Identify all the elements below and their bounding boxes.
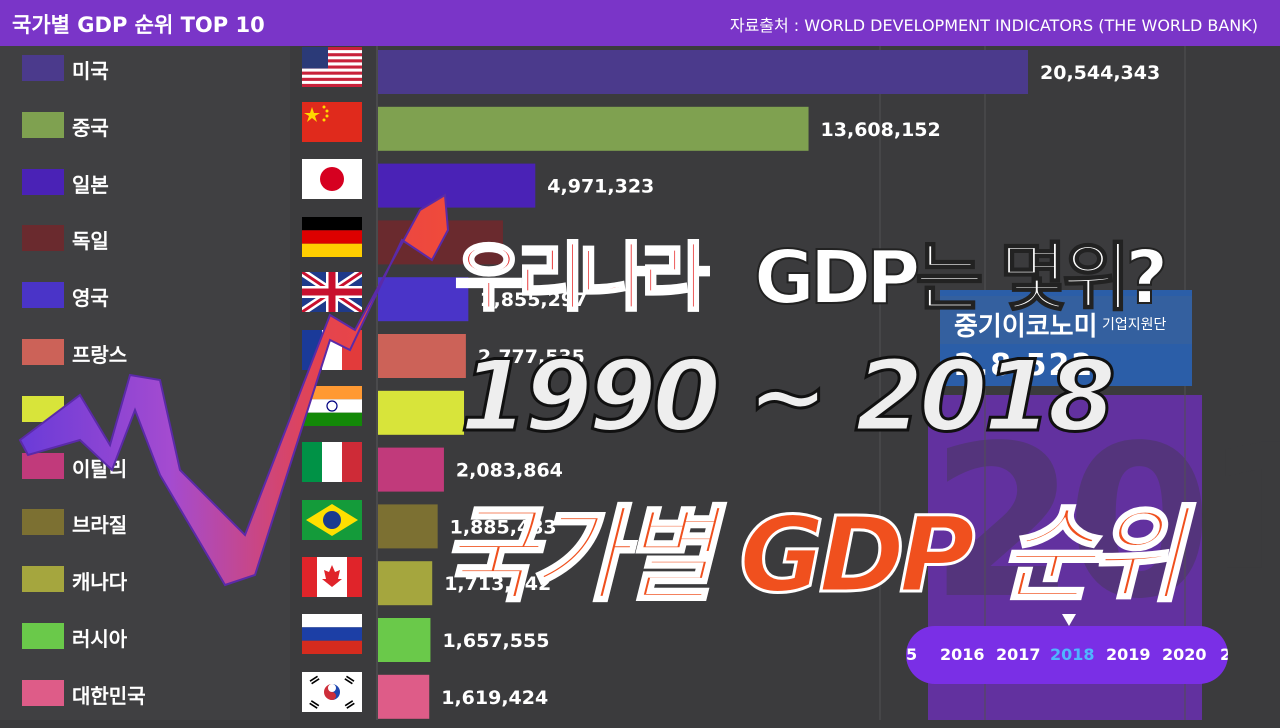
bar [378,334,466,378]
bar-value-label: 1,657,555 [442,630,549,652]
uk-flag-icon [302,272,362,312]
legend-swatch [22,679,64,706]
bar-value-label: 1,885,483 [450,516,557,538]
legend-item: 이탈리 [0,445,290,501]
legend-label: 캐나다 [72,570,128,595]
legend-label: 영국 [72,286,109,311]
legend-label: 대한민국 [72,683,146,708]
legend-label: 중국 [72,115,109,140]
bar-value-label: 2,083,864 [456,460,563,482]
year-background-label: 2018 [930,400,1280,645]
bar [378,504,438,549]
korea-flag-icon [302,672,362,712]
timeline-year[interactable]: 2016 [940,645,985,664]
badge-name: 중기이코노미 [954,312,1098,342]
legend-item: 독일 [0,217,290,273]
badge-subtitle: 기업지원단 [1102,317,1167,333]
italy-flag-icon [302,442,362,482]
legend-label: 미국 [72,59,109,83]
bar [378,618,431,662]
legend-label: 브라질 [72,513,128,538]
canada-flag-icon [302,557,362,597]
legend-swatch [22,623,64,649]
china-flag-icon [302,102,362,142]
chart-title: 국가별 GDP 순위 TOP 10 [12,13,265,37]
headline-red: 우리나라 [453,234,710,323]
legend-swatch [22,111,64,138]
headline-white: GDP는 몇위? [753,234,1169,322]
germany-flag-icon [302,217,362,257]
russia-flag-icon [302,614,362,654]
legend-swatch [22,168,64,195]
bar [378,561,433,606]
legend-swatch [22,282,64,309]
badge-number: 2.8 522 [954,348,1095,383]
timeline-marker-icon [1062,614,1076,626]
legend-item: 영국 [0,274,290,330]
legend-item: 일본 [0,161,290,217]
timeline-year[interactable]: 2020 [1162,645,1207,664]
bar [378,163,536,208]
legend-label: 러시아 [72,627,128,651]
year-timeline[interactable]: 5 2016 2017 2018 2019 2020 2 [906,626,1228,684]
legend-item: 프랑스 [0,331,290,387]
legend-swatch [22,566,64,593]
bar [378,447,444,492]
legend-label: 프랑스 [72,343,128,367]
timeline-year[interactable]: 2 [1220,645,1228,664]
legend-label: 이탈리 [72,456,128,481]
legend-swatch [22,55,64,81]
data-source: 자료출처 : WORLD DEVELOPMENT INDICATORS (THE… [729,16,1258,35]
bar [378,390,465,435]
bar [378,50,1028,94]
legend-swatch [22,225,64,252]
topic-headline: 국가별 GDP 순위 [439,493,1187,618]
japan-flag-icon [302,159,362,199]
timeline-year[interactable]: 2017 [996,645,1041,664]
legend-item: 대한민국 [0,672,290,728]
bar-value-label: 13,608,152 [821,119,941,141]
legend-item: 러시아 [0,615,290,671]
timeline-year[interactable]: 2019 [1106,645,1151,664]
legend-swatch [22,509,64,536]
india-flag-icon [302,386,362,426]
us-flag-icon [302,47,362,87]
legend-label: 독일 [72,229,109,254]
legend-item: 미국 [0,47,290,103]
brazil-flag-icon [302,500,362,540]
bar [378,674,430,719]
year-range-headline: 1990 ~ 2018 [459,339,1118,456]
legend-item: 중국 [0,104,290,160]
badge-header: 중기이코노미 기업지원단 [940,296,1192,344]
bar-value-label: 1,619,424 [441,687,548,709]
bar-value-label: 20,544,343 [1040,62,1160,84]
bar-value-label: 2,855,297 [480,289,587,311]
bar-value-label: 4,971,323 [547,176,654,198]
channel-badge: 중기이코노미 기업지원단 2.8 522 [940,290,1192,386]
header-bar: 국가별 GDP 순위 TOP 10 자료출처 : WORLD DEVELOPME… [0,0,1280,46]
legend-item: 브라질 [0,501,290,557]
bar [378,277,469,322]
timeline-year[interactable]: 2018 [1050,645,1095,664]
bar [378,106,809,151]
legend-item: 캐나다 [0,558,290,614]
legend-swatch [22,452,64,479]
legend-label: 일본 [72,172,109,197]
legend-swatch [22,339,64,365]
bar-value-label: 2,777,535 [478,346,585,368]
bar-value-label: 1,713,342 [444,573,551,595]
timeline-year[interactable]: 5 [906,645,918,664]
